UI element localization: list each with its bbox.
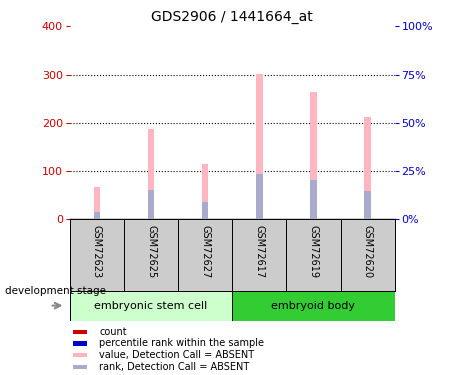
Bar xyxy=(73,330,87,334)
Text: count: count xyxy=(99,327,127,337)
Text: embryonic stem cell: embryonic stem cell xyxy=(94,301,208,310)
Bar xyxy=(310,180,317,219)
Bar xyxy=(256,74,262,219)
Bar xyxy=(94,186,100,219)
Text: GSM72625: GSM72625 xyxy=(146,225,156,278)
Bar xyxy=(364,191,371,219)
Text: GSM72619: GSM72619 xyxy=(308,225,318,278)
Bar xyxy=(232,291,395,321)
Text: rank, Detection Call = ABSENT: rank, Detection Call = ABSENT xyxy=(99,362,249,372)
Bar xyxy=(70,291,232,321)
Text: development stage: development stage xyxy=(5,286,106,296)
Text: percentile rank within the sample: percentile rank within the sample xyxy=(99,339,264,348)
Bar xyxy=(202,164,208,219)
Bar xyxy=(310,92,317,219)
Bar xyxy=(73,353,87,357)
Bar xyxy=(94,212,100,219)
Title: GDS2906 / 1441664_at: GDS2906 / 1441664_at xyxy=(152,10,313,24)
Text: embryoid body: embryoid body xyxy=(272,301,355,310)
Text: GSM72623: GSM72623 xyxy=(92,225,102,278)
Bar xyxy=(148,129,154,219)
Text: GSM72627: GSM72627 xyxy=(200,225,210,278)
Bar xyxy=(256,174,262,219)
Text: GSM72620: GSM72620 xyxy=(363,225,373,278)
Bar xyxy=(73,341,87,346)
Text: GSM72617: GSM72617 xyxy=(254,225,264,278)
Bar xyxy=(202,202,208,219)
Text: value, Detection Call = ABSENT: value, Detection Call = ABSENT xyxy=(99,350,254,360)
Bar xyxy=(148,190,154,219)
Bar xyxy=(73,364,87,369)
Bar xyxy=(364,117,371,219)
